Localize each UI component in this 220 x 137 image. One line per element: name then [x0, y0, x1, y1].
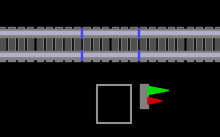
Bar [94, 28, 98, 59]
Bar [46, 27, 52, 61]
Bar [168, 27, 174, 61]
Bar [75, 28, 80, 59]
Bar [215, 28, 220, 59]
Bar [187, 27, 193, 61]
Bar [112, 27, 118, 61]
Bar [55, 27, 62, 61]
Bar [81, 28, 82, 38]
Bar [47, 28, 51, 59]
Polygon shape [148, 86, 169, 95]
Bar [56, 28, 61, 59]
Bar [0, 27, 5, 61]
Bar [197, 28, 202, 59]
Bar [138, 28, 139, 38]
Bar [65, 28, 70, 59]
Bar [187, 28, 192, 59]
Bar [121, 27, 127, 61]
Bar [169, 28, 173, 59]
Bar [97, 85, 131, 123]
Bar [138, 50, 139, 60]
Bar [27, 27, 33, 61]
Bar [206, 28, 211, 59]
Bar [74, 27, 80, 61]
Bar [149, 27, 155, 61]
Polygon shape [148, 97, 162, 104]
Bar [205, 27, 211, 61]
Bar [0, 28, 5, 59]
Bar [0, 29, 220, 37]
Bar [93, 27, 99, 61]
Bar [158, 27, 165, 61]
Bar [0, 51, 220, 59]
Bar [150, 28, 155, 59]
Bar [131, 28, 136, 59]
Bar [177, 27, 183, 61]
Bar [140, 28, 145, 59]
Bar [37, 28, 42, 59]
Bar [159, 28, 164, 59]
Bar [84, 28, 89, 59]
Bar [9, 28, 14, 59]
Bar [65, 27, 71, 61]
Bar [122, 28, 126, 59]
Bar [196, 27, 202, 61]
Bar [9, 27, 15, 61]
Bar [81, 50, 82, 60]
Bar [0, 31, 220, 34]
Bar [0, 53, 220, 56]
Bar [102, 27, 108, 61]
Bar [83, 27, 90, 61]
Bar [178, 28, 183, 59]
Bar [37, 27, 43, 61]
Bar [28, 28, 33, 59]
Bar [140, 27, 146, 61]
Bar [215, 27, 220, 61]
Bar [130, 27, 137, 61]
Bar [140, 84, 148, 108]
Bar [18, 28, 23, 59]
Bar [103, 28, 108, 59]
Bar [112, 28, 117, 59]
Bar [18, 27, 24, 61]
